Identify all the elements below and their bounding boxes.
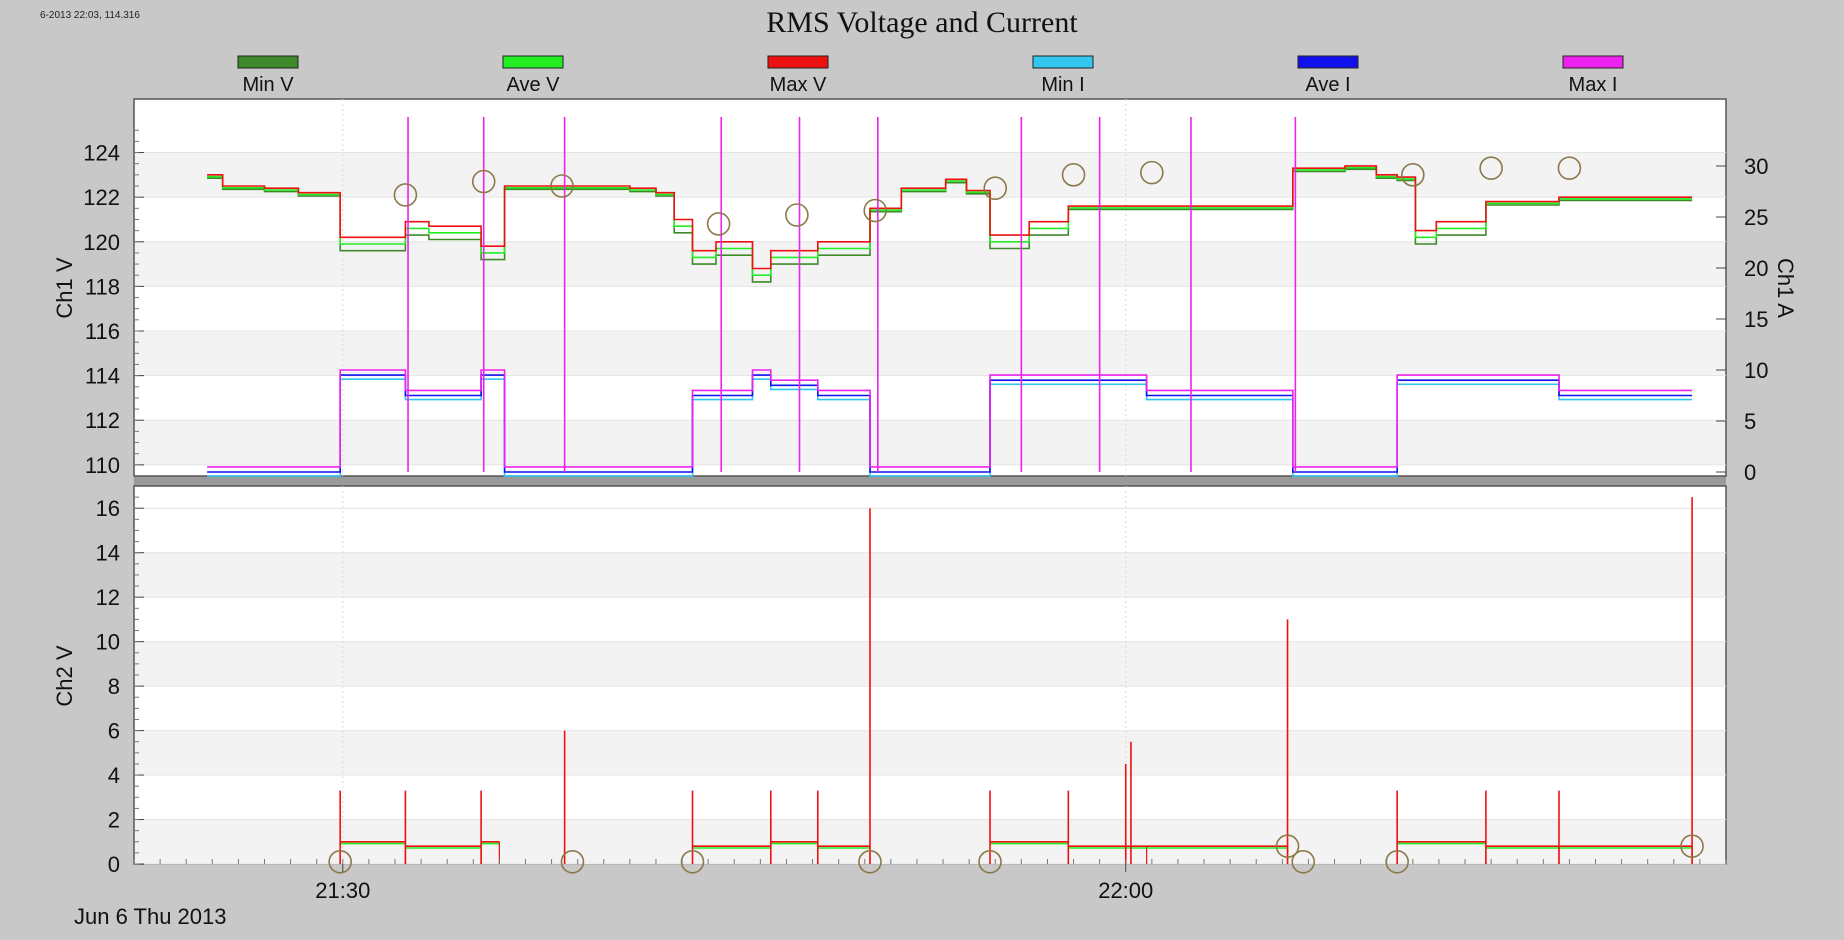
ch2-event-marker bbox=[858, 849, 882, 874]
ch1-ytick-label: 116 bbox=[85, 319, 120, 344]
date-label: Jun 6 Thu 2013 bbox=[74, 904, 227, 929]
ch1-ytick-label: 114 bbox=[85, 364, 120, 389]
ch1-event-marker bbox=[1140, 160, 1164, 185]
ch1-y2tick-label: 0 bbox=[1744, 460, 1756, 485]
ch1-event-marker bbox=[1061, 163, 1086, 187]
ch2-panel: 0 2 4 6 8 10 12 14 16 Ch2 V bbox=[52, 485, 1727, 877]
ch1-ytick-label: 110 bbox=[85, 453, 120, 478]
legend-label-max-i: Max I bbox=[1569, 74, 1618, 96]
ch2-ytick-label: 16 bbox=[96, 496, 120, 521]
x-tick-label: 22:00 bbox=[1098, 878, 1153, 903]
legend-swatch-ave-v bbox=[502, 55, 564, 69]
panel-separator bbox=[134, 476, 1726, 486]
ch1-ytick-label: 120 bbox=[83, 230, 120, 255]
ch1-band bbox=[135, 241, 1725, 287]
ch1-event-marker bbox=[706, 212, 731, 236]
ch1-y2tick-label: 10 bbox=[1744, 358, 1768, 383]
ch1-event-marker bbox=[785, 203, 809, 227]
ch1-y2tick-label: 5 bbox=[1744, 409, 1756, 434]
legend: Min V Ave V Max V Min I Ave I Max I bbox=[237, 55, 1624, 96]
ch1-y2tick-label: 30 bbox=[1744, 154, 1768, 179]
ch2-event-marker bbox=[978, 849, 1002, 874]
legend-swatch-min-v bbox=[237, 55, 299, 69]
ch1-ytick-label: 112 bbox=[85, 408, 120, 433]
legend-label-min-i: Min I bbox=[1041, 74, 1084, 96]
x-tick-label: 21:30 bbox=[315, 878, 370, 903]
ch2-ylabel: Ch2 V bbox=[52, 645, 77, 706]
legend-label-ave-v: Ave V bbox=[507, 74, 561, 96]
ch1-ytick-label: 124 bbox=[83, 141, 120, 166]
ch2-event-marker bbox=[1291, 849, 1316, 874]
chart-title: RMS Voltage and Current bbox=[766, 6, 1078, 39]
ch1-event-marker bbox=[550, 174, 574, 198]
cursor-readout: 6-2013 22:03, 114.316 bbox=[40, 10, 140, 21]
ch2-event-marker bbox=[560, 849, 585, 874]
ch2-event-marker bbox=[328, 849, 352, 874]
ch2-ytick-label: 2 bbox=[108, 808, 120, 833]
ch2-ytick-label: 12 bbox=[96, 585, 120, 610]
ch2-event-marker bbox=[680, 849, 705, 874]
ch2-event-marker bbox=[1680, 834, 1704, 859]
ch2-ytick-label: 14 bbox=[96, 541, 120, 566]
ch1-band bbox=[135, 420, 1725, 465]
ch1-band bbox=[135, 331, 1725, 376]
legend-swatch-max-i bbox=[1562, 55, 1624, 69]
legend-swatch-max-v bbox=[767, 55, 829, 69]
ch2-band bbox=[135, 730, 1725, 776]
legend-label-min-v: Min V bbox=[242, 74, 294, 96]
ch1-event-marker bbox=[1557, 156, 1582, 180]
series-max-v bbox=[207, 165, 1693, 270]
ch1-ylabel: Ch1 V bbox=[52, 257, 77, 318]
ch2-event-marker bbox=[1385, 849, 1409, 874]
legend-label-ave-i: Ave I bbox=[1305, 74, 1350, 96]
ch1-ytick-label: 122 bbox=[83, 185, 120, 210]
ch1-event-marker bbox=[983, 176, 1008, 201]
ch1-event-marker bbox=[863, 198, 887, 223]
ch2-ytick-label: 6 bbox=[108, 719, 120, 744]
ch2-ytick-label: 8 bbox=[108, 674, 120, 699]
series-max-i bbox=[207, 369, 1693, 468]
ch1-panel: 110 112 114 116 118 120 122 124 0 5 10 15 20 25 30 Ch1 … bbox=[52, 98, 1798, 485]
ch1-event-marker bbox=[393, 183, 418, 207]
ch2-band bbox=[135, 552, 1725, 598]
legend-swatch-min-i bbox=[1032, 55, 1094, 69]
ch1-event-marker bbox=[1401, 163, 1425, 187]
x-axis: 21:30 22:00 bbox=[133, 859, 1727, 903]
ch2-band bbox=[135, 641, 1725, 687]
legend-label-max-v: Max V bbox=[770, 74, 827, 96]
legend-swatch-ave-i bbox=[1297, 55, 1359, 69]
ch2-ytick-label: 0 bbox=[108, 852, 120, 877]
ch1-y2tick-label: 15 bbox=[1744, 307, 1768, 332]
ch1-event-marker bbox=[471, 169, 496, 194]
ch1-ytick-label: 118 bbox=[85, 274, 120, 299]
ch2-ytick-label: 4 bbox=[108, 763, 120, 788]
ch2-event-marker bbox=[1275, 834, 1300, 859]
ch1-event-marker bbox=[1479, 156, 1503, 180]
ch1-y2tick-label: 25 bbox=[1744, 205, 1768, 230]
ch1-y2label: Ch1 A bbox=[1773, 258, 1798, 318]
ch1-y2tick-label: 20 bbox=[1744, 256, 1768, 281]
ch2-ytick-label: 10 bbox=[96, 630, 120, 655]
